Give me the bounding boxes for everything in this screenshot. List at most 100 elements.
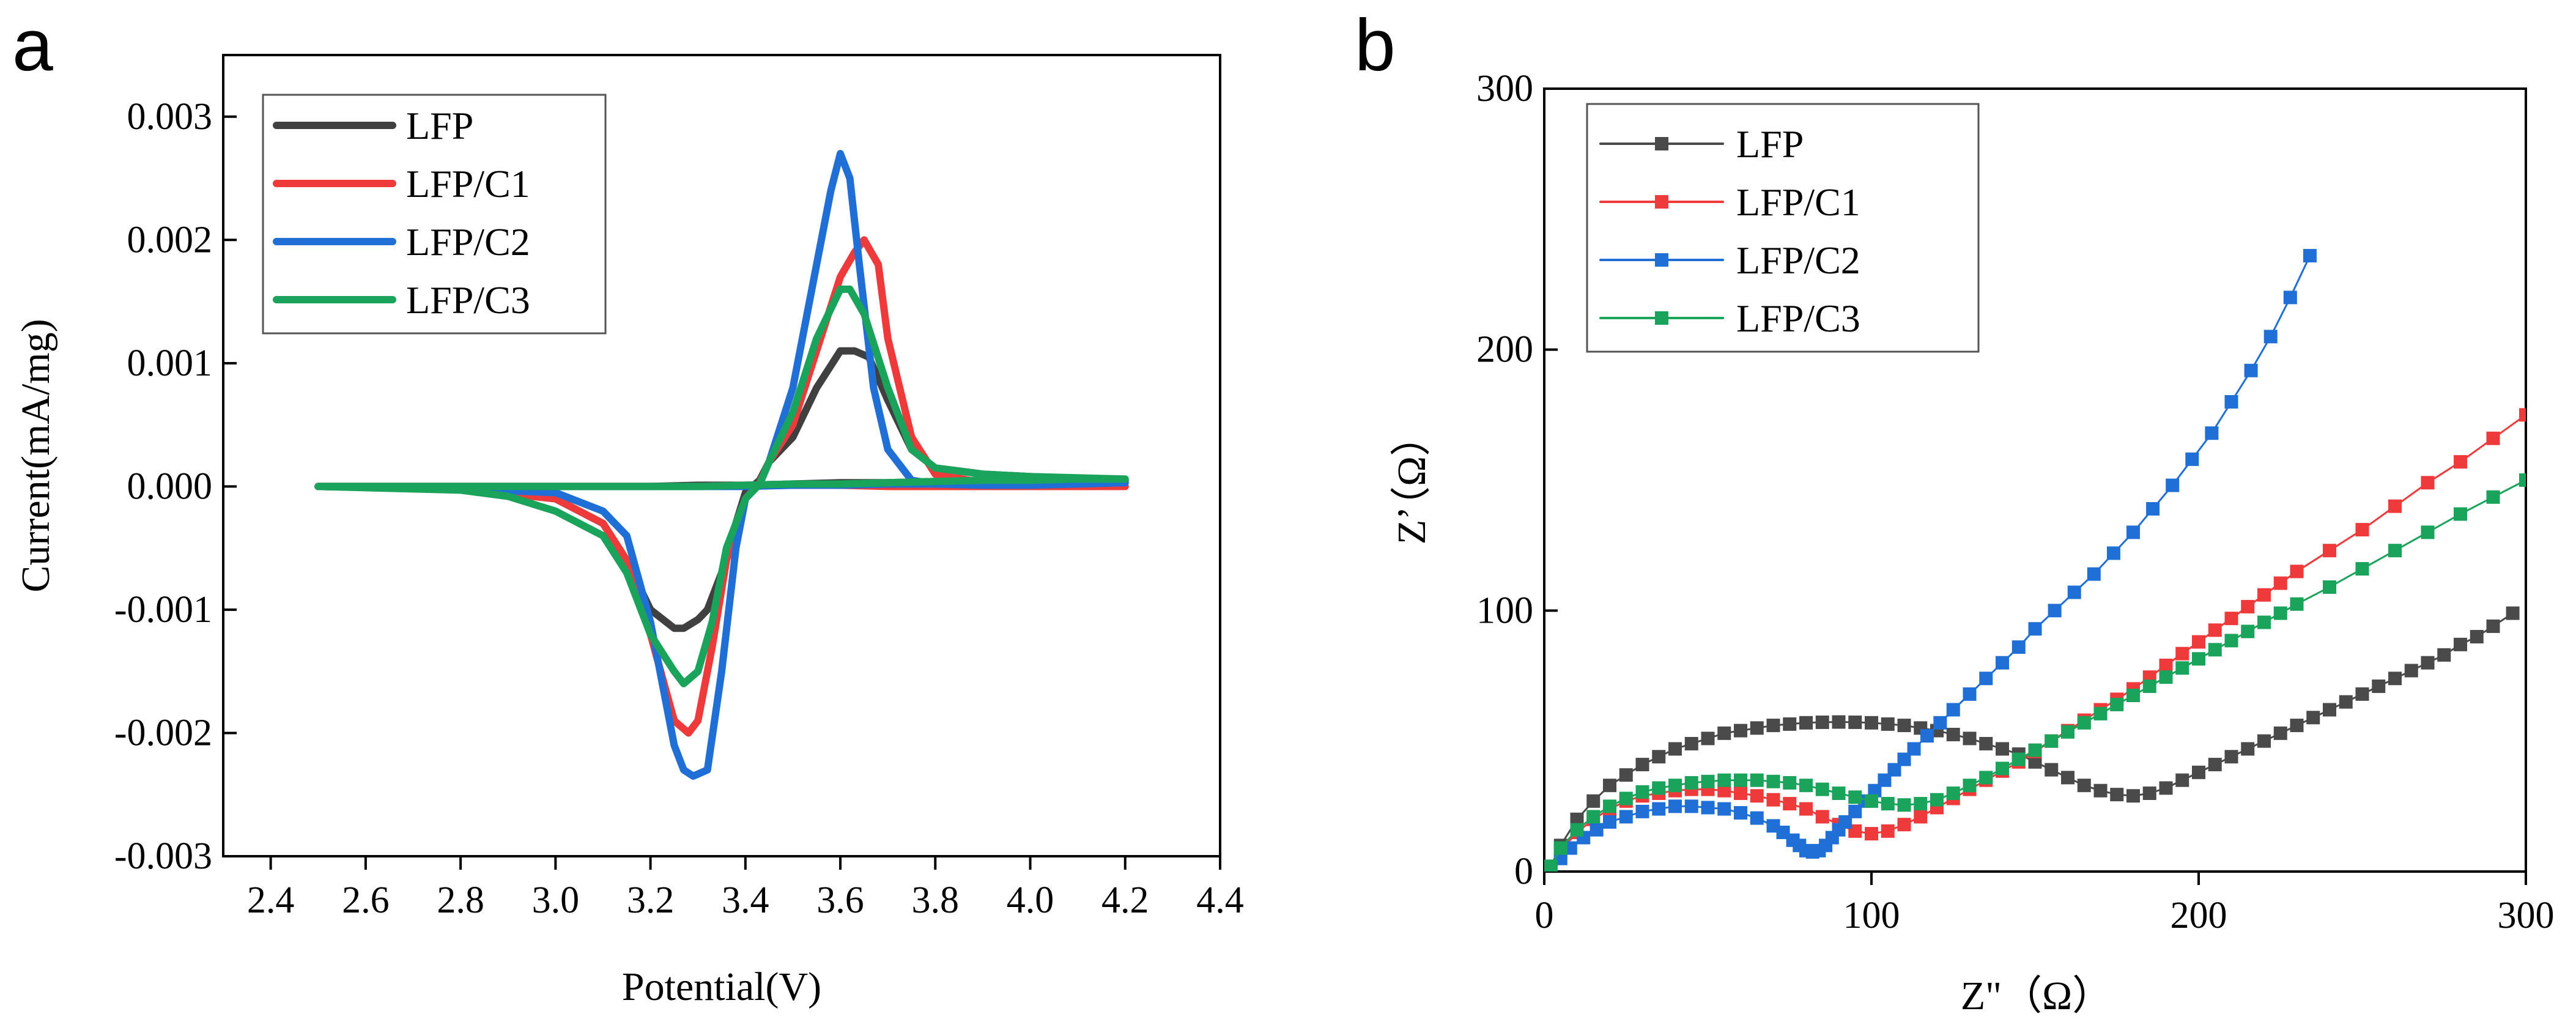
data-point bbox=[1815, 810, 1829, 824]
series-line bbox=[1550, 413, 2526, 867]
data-point bbox=[2028, 755, 2042, 769]
data-point bbox=[1979, 672, 1993, 686]
data-point bbox=[1734, 773, 1747, 787]
y-tick-label: 0.003 bbox=[127, 96, 213, 138]
data-point bbox=[2263, 330, 2278, 344]
data-point bbox=[1783, 797, 1797, 811]
y-tick-label: 100 bbox=[1476, 590, 1533, 631]
legend-label: LFP bbox=[406, 104, 473, 147]
data-point bbox=[2175, 773, 2189, 787]
data-point bbox=[1865, 794, 1878, 808]
data-point bbox=[1586, 794, 1601, 808]
data-point bbox=[2045, 734, 2059, 748]
data-point bbox=[1750, 811, 1764, 825]
legend-label: LFP/C1 bbox=[1736, 180, 1860, 224]
data-point bbox=[1832, 715, 1846, 729]
data-point bbox=[2454, 455, 2467, 469]
data-point bbox=[2244, 363, 2258, 377]
panel-b-x-axis-title: Z"（Ω） bbox=[1961, 974, 2112, 1018]
x-tick-label: 3.8 bbox=[912, 879, 960, 921]
data-point bbox=[1783, 776, 1797, 790]
data-point bbox=[1717, 773, 1731, 787]
data-point bbox=[2388, 544, 2402, 558]
data-point bbox=[2110, 697, 2124, 711]
data-point bbox=[1838, 815, 1852, 829]
y-tick-label: -0.002 bbox=[114, 712, 212, 753]
data-point bbox=[1996, 761, 2009, 776]
data-point bbox=[1619, 768, 1633, 782]
data-point bbox=[1684, 799, 1698, 813]
data-point bbox=[1734, 787, 1747, 800]
data-point bbox=[1717, 726, 1731, 740]
data-point bbox=[1635, 758, 1649, 772]
panel-a-label: a bbox=[12, 4, 53, 86]
data-point bbox=[2048, 604, 2062, 618]
y-tick-label: 0.001 bbox=[127, 342, 213, 384]
x-tick-label: 2.8 bbox=[437, 879, 484, 921]
data-point bbox=[2323, 580, 2336, 594]
data-point bbox=[2486, 619, 2500, 633]
data-point bbox=[2159, 781, 2173, 795]
data-point bbox=[2224, 634, 2238, 648]
data-point bbox=[1717, 802, 1731, 816]
data-point bbox=[1799, 716, 1813, 730]
data-point bbox=[1590, 823, 1604, 837]
data-point bbox=[2486, 431, 2500, 445]
data-point bbox=[2146, 502, 2160, 516]
legend-item: LFP/C1 bbox=[1599, 180, 1860, 224]
data-point bbox=[1996, 656, 2009, 670]
data-point bbox=[1865, 827, 1878, 841]
data-point bbox=[1603, 779, 1616, 793]
x-tick-label: 100 bbox=[1843, 895, 1900, 936]
data-point bbox=[1963, 779, 1977, 793]
panel-a-x-axis-title: Potential(V) bbox=[622, 965, 821, 1009]
panel-a-y-axis-title: Current(mA/mg) bbox=[13, 319, 58, 592]
data-point bbox=[1766, 793, 1780, 807]
series-lfp bbox=[1544, 606, 2520, 872]
legend-label: LFP/C1 bbox=[406, 162, 530, 205]
data-point bbox=[1946, 787, 1960, 800]
panel-a-series bbox=[314, 150, 1129, 780]
data-point bbox=[2355, 562, 2369, 576]
data-point bbox=[2454, 637, 2467, 651]
data-point bbox=[2323, 544, 2336, 558]
data-point bbox=[2388, 672, 2402, 686]
data-point bbox=[2257, 615, 2271, 629]
data-point bbox=[2506, 606, 2520, 620]
data-point bbox=[1586, 810, 1601, 824]
x-tick-label: 3.2 bbox=[627, 879, 675, 921]
data-point bbox=[1570, 812, 1584, 826]
x-tick-label: 4.2 bbox=[1101, 879, 1149, 921]
data-point bbox=[2283, 291, 2297, 305]
data-point bbox=[1701, 774, 1715, 788]
data-point bbox=[2404, 664, 2418, 678]
x-tick-label: 4.0 bbox=[1007, 879, 1054, 921]
data-point bbox=[2166, 478, 2180, 492]
data-point bbox=[2175, 646, 2189, 661]
y-tick-label: -0.003 bbox=[114, 835, 212, 877]
data-point bbox=[1652, 781, 1666, 795]
data-point bbox=[1799, 802, 1813, 816]
panel-b-label: b bbox=[1355, 4, 1396, 86]
legend-box bbox=[262, 94, 607, 335]
data-point bbox=[1635, 804, 1649, 818]
data-point bbox=[1881, 824, 1895, 838]
data-point bbox=[2126, 789, 2140, 803]
data-point bbox=[2224, 750, 2238, 764]
data-point bbox=[1868, 783, 1882, 798]
data-point bbox=[1570, 823, 1584, 837]
data-point bbox=[1946, 703, 1960, 717]
data-point bbox=[2323, 703, 2336, 717]
data-point bbox=[1881, 797, 1895, 811]
legend-item: LFP/C3 bbox=[1599, 297, 1860, 340]
series-line bbox=[314, 285, 1129, 687]
data-point bbox=[2437, 648, 2451, 662]
data-point bbox=[2159, 670, 2173, 684]
data-point bbox=[1979, 736, 1993, 750]
legend-item: LFP/C1 bbox=[273, 162, 530, 205]
series-lfp-c3 bbox=[314, 285, 1129, 687]
data-point bbox=[1946, 728, 1960, 741]
legend-item: LFP bbox=[1599, 122, 1804, 166]
data-point bbox=[1668, 799, 1682, 813]
